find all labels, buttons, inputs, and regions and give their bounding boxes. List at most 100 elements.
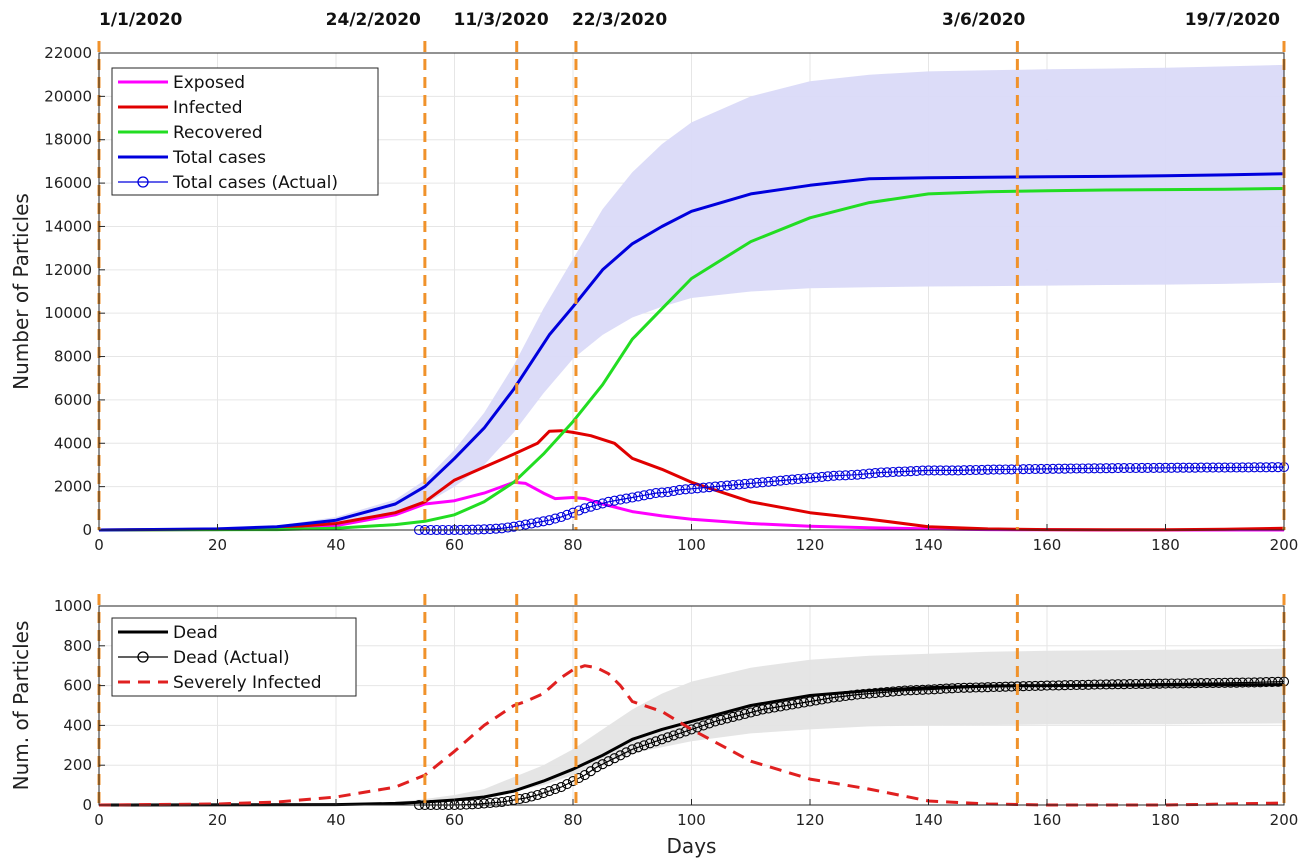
data-point-total-cases-actual (1160, 462, 1171, 473)
data-point-dead-actual (958, 682, 970, 693)
data-point-dead-actual (722, 713, 733, 724)
data-point-total-cases-actual (745, 478, 756, 489)
data-point-dead-actual (911, 685, 922, 696)
data-point-dead-actual (864, 688, 875, 699)
data-point-total-cases-actual (917, 465, 928, 476)
data-point-total-cases-actual (1118, 463, 1130, 474)
data-point-dead-actual (538, 788, 549, 799)
chart-deaths: 0 20 40 60 80 100 120 140 160 180 200 0 200 400 600 800… (9, 594, 1298, 858)
data-point-total-cases-actual (799, 473, 810, 484)
y-tick-label: 16000 (44, 174, 92, 192)
data-point-total-cases-actual (1136, 462, 1147, 473)
y-tick-label: 22000 (44, 44, 92, 62)
data-point-dead-actual (656, 734, 667, 745)
legend-entry-total-cases: Total cases (172, 148, 266, 168)
y-tick-label: 12000 (44, 261, 92, 279)
data-point-total-cases-actual (722, 480, 733, 491)
data-point-total-cases-actual (603, 496, 614, 507)
data-point-total-cases-actual (567, 507, 579, 518)
x-tick-label: 0 (94, 811, 104, 829)
x-tick-label: 40 (326, 536, 345, 554)
data-point-dead-actual (686, 724, 697, 735)
data-point-total-cases-actual (947, 465, 958, 476)
series-line-severely-infected (98, 664, 1285, 807)
data-point-total-cases-actual (502, 522, 513, 533)
data-point-dead-actual (923, 684, 934, 695)
data-point-total-cases-actual (953, 465, 964, 476)
data-point-total-cases-actual (852, 469, 863, 480)
data-point-dead-actual (485, 797, 496, 809)
x-tick-label: 160 (1033, 811, 1062, 829)
data-point-dead-actual (852, 689, 863, 700)
data-point-total-cases-actual (1273, 462, 1284, 473)
data-point-total-cases-actual (911, 465, 922, 476)
data-point-dead-actual (1059, 680, 1070, 691)
y-tick-label: 10000 (44, 304, 92, 322)
data-point-dead-actual (479, 798, 490, 809)
data-point-dead-actual (905, 685, 916, 696)
x-tick-label: 100 (677, 811, 706, 829)
data-point-total-cases-actual (662, 487, 673, 498)
data-point-total-cases-actual (650, 488, 661, 499)
data-point-total-cases-actual (1267, 462, 1278, 473)
data-point-total-cases-actual (1018, 464, 1029, 475)
data-point-total-cases-actual (988, 464, 999, 475)
data-point-dead-actual (591, 762, 602, 773)
data-point-dead-actual (633, 742, 644, 753)
x-tick-label: 40 (326, 811, 345, 829)
data-point-dead-actual (727, 711, 739, 722)
data-point-total-cases-actual (976, 464, 987, 475)
data-point-total-cases-actual (870, 468, 881, 479)
data-point-dead-actual (1036, 680, 1047, 691)
data-point-dead-actual (621, 747, 632, 758)
data-point-total-cases-actual (579, 503, 590, 514)
data-point-total-cases-actual (550, 513, 561, 524)
data-point-dead-actual (1065, 680, 1076, 691)
data-point-total-cases-actual (562, 509, 573, 520)
data-point-total-cases-actual (538, 516, 549, 527)
data-point-total-cases-actual (1024, 464, 1035, 475)
data-point-total-cases-actual (816, 471, 827, 482)
data-point-total-cases-actual (520, 519, 531, 530)
data-point-dead-actual (1047, 680, 1058, 691)
x-axis-label: Days (667, 834, 717, 858)
legend: Dead Dead (Actual) Severely Infected (111, 617, 357, 697)
data-point-dead-actual (1267, 676, 1278, 687)
data-point-total-cases-actual (1231, 462, 1242, 473)
data-point-total-cases-actual (1047, 463, 1058, 474)
data-point-dead-actual (692, 722, 703, 733)
data-point-dead-actual (1124, 679, 1136, 690)
data-point-dead-actual (964, 682, 976, 693)
data-point-total-cases-actual (573, 505, 584, 516)
data-point-total-cases-actual (686, 483, 697, 494)
data-point-dead-actual (941, 683, 952, 694)
data-point-dead-actual (1142, 678, 1153, 689)
data-point-dead-actual (846, 690, 857, 701)
data-point-total-cases-actual (1089, 463, 1100, 474)
data-point-dead-actual (615, 750, 626, 761)
data-point-total-cases-actual (781, 475, 792, 486)
data-point-total-cases-actual (828, 470, 839, 481)
data-point-dead-actual (739, 708, 750, 720)
data-point-total-cases-actual (858, 469, 869, 480)
data-point-total-cases-actual (597, 498, 608, 509)
x-tick-label: 120 (796, 811, 825, 829)
data-point-dead-actual (1077, 679, 1088, 690)
data-point-dead-actual (1130, 678, 1141, 690)
data-point-dead-actual (947, 683, 958, 694)
data-point-dead-actual (804, 696, 816, 707)
data-point-dead-actual (556, 782, 567, 793)
data-point-total-cases-actual (1195, 462, 1207, 473)
data-point-dead-actual (644, 738, 656, 749)
date-label-22-3-2020: 22/3/2020 (572, 10, 667, 30)
date-label-19-7-2020: 19/7/2020 (1185, 10, 1280, 30)
data-point-total-cases-actual (763, 476, 774, 487)
y-axis-label: Number of Particles (9, 193, 33, 390)
data-point-dead-actual (917, 684, 928, 695)
data-point-dead-actual (1024, 681, 1035, 692)
data-point-dead-actual (988, 681, 999, 693)
data-point-total-cases-actual (526, 518, 537, 529)
data-point-dead-actual (674, 728, 685, 739)
data-point-dead-actual (733, 710, 744, 721)
data-point-total-cases-actual (1255, 462, 1266, 473)
